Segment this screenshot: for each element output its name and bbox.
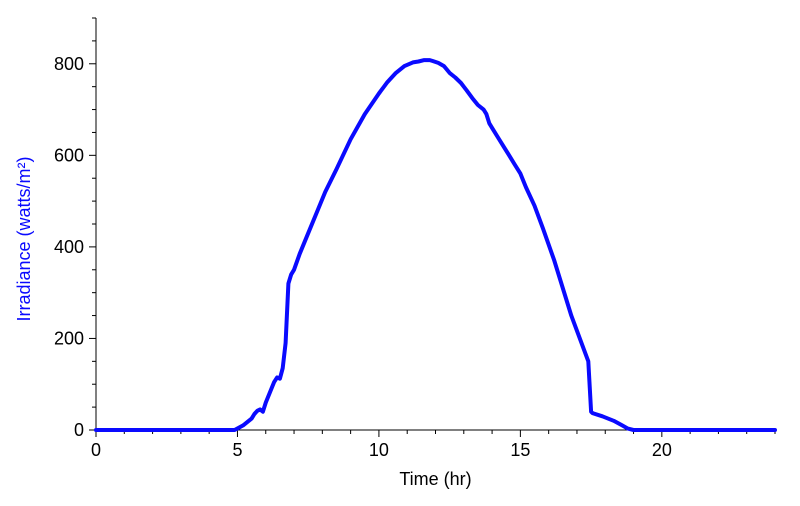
tick-marks: [89, 17, 776, 437]
y-tick-label: 0: [74, 420, 84, 440]
y-axis-label: Irradiance (watts/m²): [14, 156, 34, 321]
y-tick-label: 800: [54, 54, 84, 74]
axes: [95, 18, 775, 431]
x-tick-label: 0: [91, 440, 101, 460]
x-tick-label: 5: [232, 440, 242, 460]
y-tick-label: 200: [54, 328, 84, 348]
y-tick-label: 600: [54, 145, 84, 165]
x-axis-label: Time (hr): [399, 469, 471, 489]
x-tick-label: 15: [510, 440, 530, 460]
y-tick-label: 400: [54, 237, 84, 257]
irradiance-series-line: [94, 58, 777, 432]
x-tick-label: 10: [369, 440, 389, 460]
x-tick-label: 20: [652, 440, 672, 460]
data-series: [94, 58, 777, 432]
